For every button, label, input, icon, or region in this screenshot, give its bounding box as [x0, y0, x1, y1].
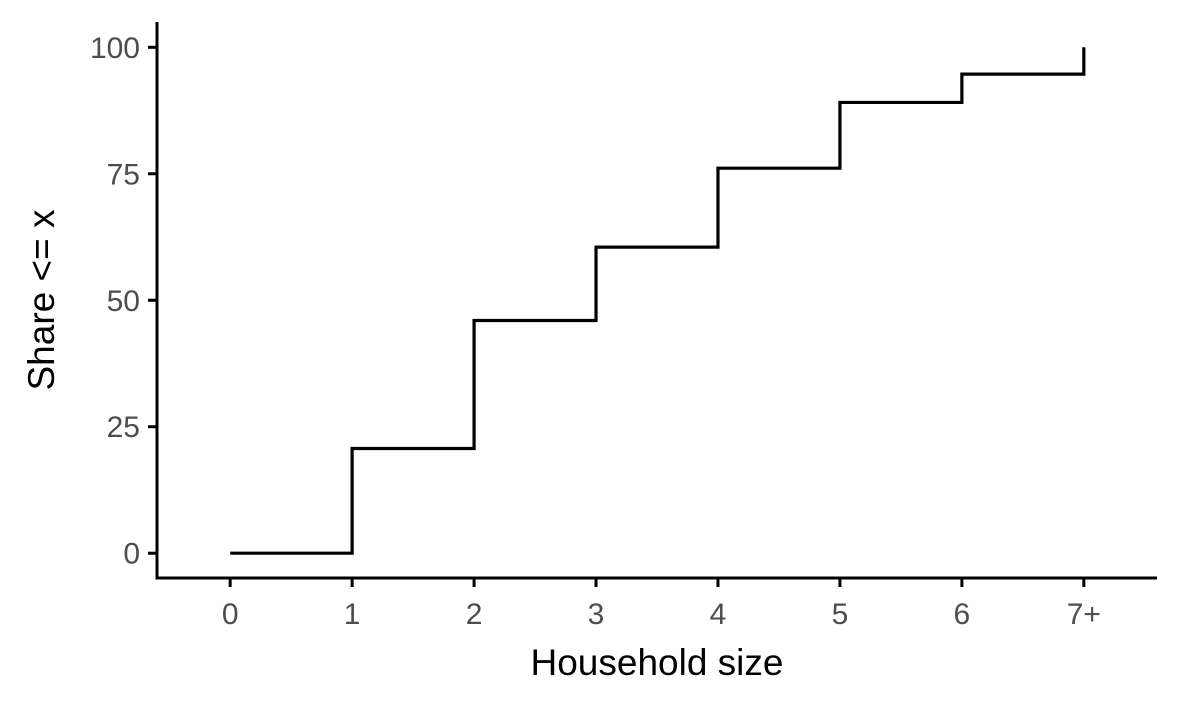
x-axis-title: Household size [531, 642, 784, 683]
x-tick-label: 7+ [1067, 598, 1101, 631]
y-tick-label: 25 [107, 411, 140, 444]
y-tick-label: 75 [107, 158, 140, 191]
x-tick-label: 3 [588, 598, 605, 631]
y-tick-label: 0 [123, 538, 140, 571]
series-step-line [230, 47, 1086, 555]
x-tick-label: 2 [466, 598, 483, 631]
y-axis-title: Share <= x [21, 209, 62, 391]
x-tick-label: 1 [344, 598, 361, 631]
x-tick-label: 0 [222, 598, 239, 631]
x-tick-label: 6 [954, 598, 971, 631]
x-tick-label: 5 [832, 598, 849, 631]
y-tick-label: 50 [107, 285, 140, 318]
x-axis-ticks: 0 1 2 3 4 5 6 7+ [222, 578, 1101, 631]
x-tick-label: 4 [710, 598, 727, 631]
y-axis-ticks: 0 25 50 75 100 [90, 32, 157, 571]
y-tick-label: 100 [90, 32, 140, 65]
